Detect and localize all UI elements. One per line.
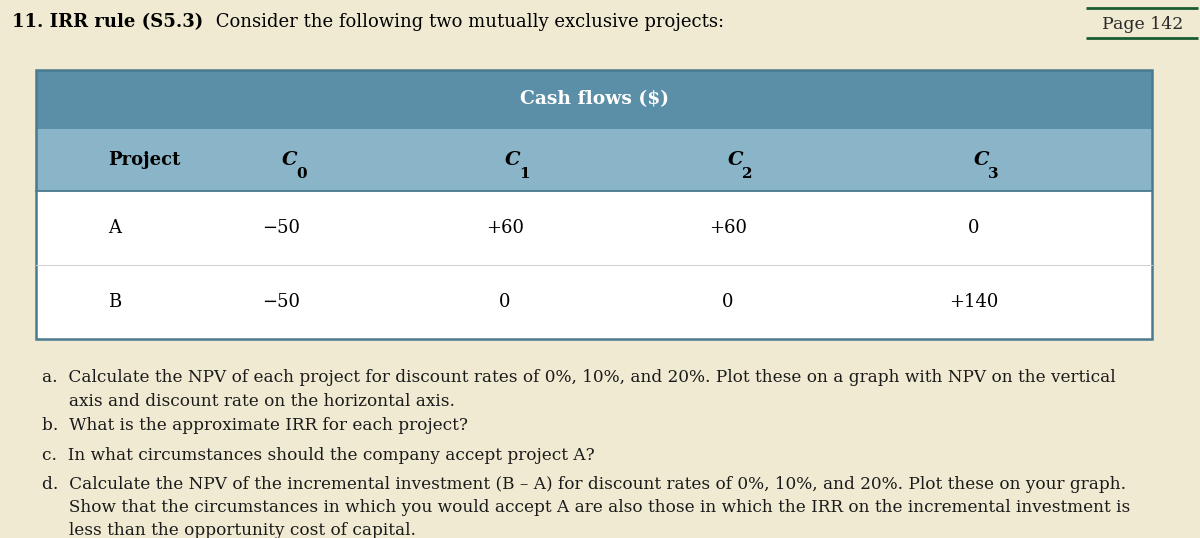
Text: Show that the circumstances in which you would accept A are also those in which : Show that the circumstances in which you… <box>42 499 1130 516</box>
Text: +60: +60 <box>486 219 523 237</box>
Text: 0: 0 <box>967 219 979 237</box>
Text: d.  Calculate the NPV of the incremental investment (B – A) for discount rates o: d. Calculate the NPV of the incremental … <box>42 476 1126 493</box>
Text: a.  Calculate the NPV of each project for discount rates of 0%, 10%, and 20%. Pl: a. Calculate the NPV of each project for… <box>42 369 1116 386</box>
Text: A: A <box>108 219 121 237</box>
Text: Page 142: Page 142 <box>1102 16 1183 33</box>
Text: 11. IRR rule (S5.3): 11. IRR rule (S5.3) <box>12 13 203 31</box>
Text: C: C <box>505 151 521 169</box>
Text: 2: 2 <box>743 166 752 181</box>
Text: b.  What is the approximate IRR for each project?: b. What is the approximate IRR for each … <box>42 417 468 434</box>
Text: +140: +140 <box>949 293 998 311</box>
Text: 1: 1 <box>520 166 529 181</box>
Text: axis and discount rate on the horizontal axis.: axis and discount rate on the horizontal… <box>42 393 455 410</box>
FancyBboxPatch shape <box>36 70 1152 129</box>
FancyBboxPatch shape <box>36 191 1152 339</box>
Text: −50: −50 <box>263 219 300 237</box>
Text: 0: 0 <box>722 293 733 311</box>
Text: c.  In what circumstances should the company accept project A?: c. In what circumstances should the comp… <box>42 447 595 464</box>
Text: 0: 0 <box>499 293 510 311</box>
Text: Cash flows ($): Cash flows ($) <box>520 90 668 109</box>
Text: C: C <box>282 151 298 169</box>
Text: 0: 0 <box>296 166 306 181</box>
Text: Project: Project <box>108 151 181 169</box>
Text: Consider the following two mutually exclusive projects:: Consider the following two mutually excl… <box>210 13 724 31</box>
Text: +60: +60 <box>709 219 746 237</box>
Text: 3: 3 <box>988 166 998 181</box>
Text: B: B <box>108 293 121 311</box>
Text: −50: −50 <box>263 293 300 311</box>
Text: less than the opportunity cost of capital.: less than the opportunity cost of capita… <box>42 522 416 538</box>
Text: C: C <box>728 151 744 169</box>
Text: C: C <box>973 151 989 169</box>
FancyBboxPatch shape <box>36 129 1152 191</box>
